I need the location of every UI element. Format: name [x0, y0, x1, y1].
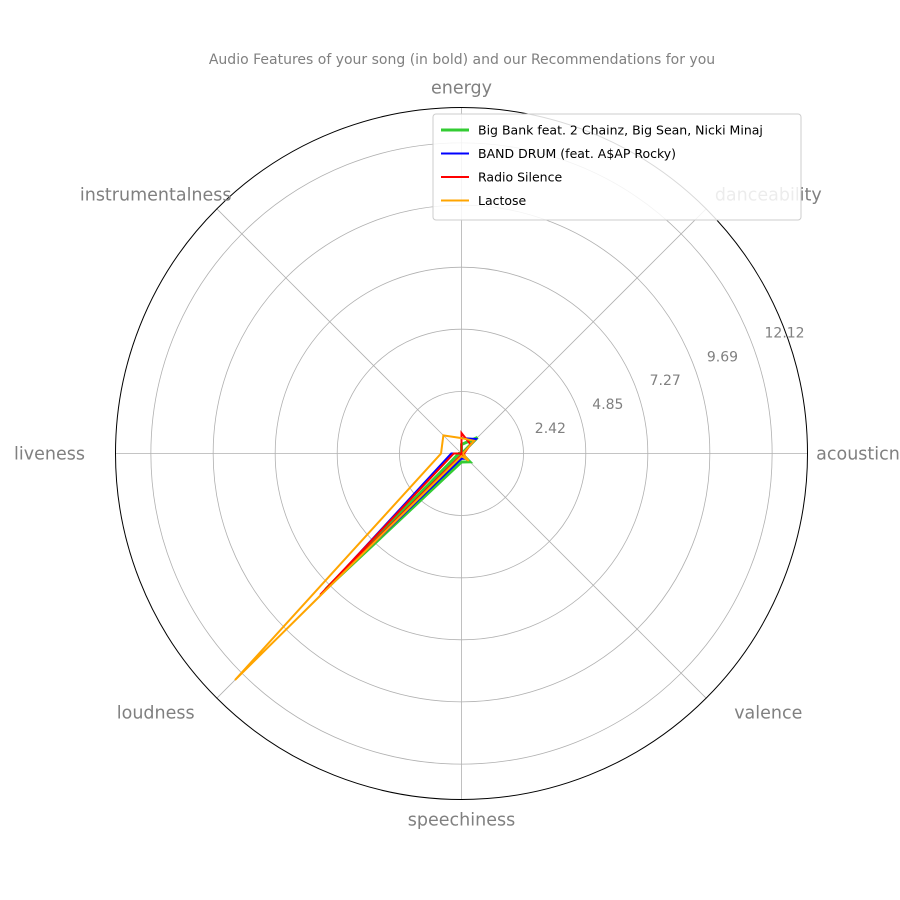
tick-label: 4.85 [592, 397, 623, 413]
axis-label-instrumentalness: instrumentalness [80, 186, 232, 206]
legend-entry-3: Radio Silence [478, 170, 562, 185]
axis-label-liveness: liveness [14, 445, 85, 465]
tick-label: 2.42 [535, 421, 566, 437]
outer-circle [115, 107, 808, 800]
axis-label-valence: valence [734, 703, 802, 723]
axis-label-loudness: loudness [117, 703, 195, 723]
legend: Big Bank feat. 2 Chainz, Big Sean, Nicki… [432, 113, 802, 221]
tick-label: 7.27 [650, 373, 681, 389]
legend-entry-2: BAND DRUM (feat. A$AP Rocky) [478, 146, 676, 161]
tick-label: 9.69 [707, 350, 738, 366]
tick-label: 12.12 [765, 326, 805, 342]
grid-spoke [216, 208, 462, 454]
grid-spoke [461, 453, 707, 699]
series-line-4 [234, 434, 477, 681]
radial-tick-labels: 2.42 4.85 7.27 9.69 12.12 [535, 326, 805, 437]
grid-spoke [461, 208, 707, 454]
legend-entry-1: Big Bank feat. 2 Chainz, Big Sean, Nicki… [478, 123, 763, 138]
legend-box [432, 113, 802, 221]
axis-label-speechiness: speechiness [408, 811, 515, 831]
chart-title: Audio Features of your song (in bold) an… [209, 52, 715, 68]
axis-label-energy: energy [431, 79, 492, 99]
legend-entry-4: Lactose [478, 193, 527, 208]
axis-label-acousticness: acousticness [816, 445, 900, 465]
radar-series [234, 430, 479, 681]
